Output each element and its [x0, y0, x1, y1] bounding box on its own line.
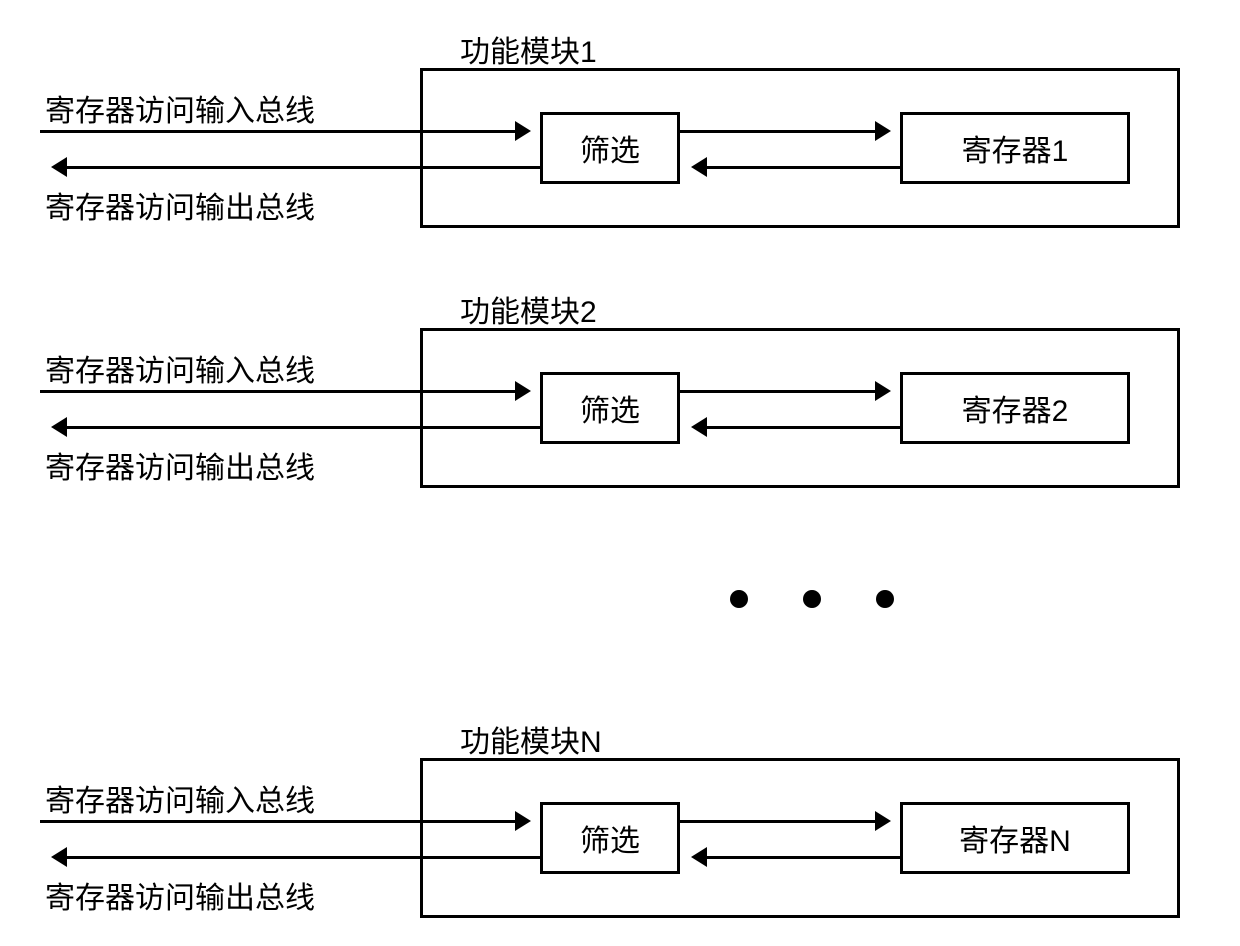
- module-title-1: 功能模块2: [460, 287, 597, 331]
- from-reg-line-0: [694, 166, 900, 169]
- register-box-2: 寄存器N: [900, 802, 1130, 874]
- bus-out-line-1: [54, 426, 540, 429]
- dot-1: [803, 590, 821, 608]
- bus-out-label-2: 寄存器访问输出总线: [45, 873, 315, 917]
- dot-0: [730, 590, 748, 608]
- bus-in-line-1: [40, 390, 528, 393]
- bus-out-label-0: 寄存器访问输出总线: [45, 183, 315, 227]
- bus-out-line-2: [54, 856, 540, 859]
- from-reg-line-2: [694, 856, 900, 859]
- bus-in-line-0: [40, 130, 528, 133]
- register-box-1: 寄存器2: [900, 372, 1130, 444]
- filter-box-2: 筛选: [540, 802, 680, 874]
- from-reg-line-1: [694, 426, 900, 429]
- bus-in-label-1: 寄存器访问输入总线: [45, 346, 315, 390]
- ellipsis-dots: [730, 590, 894, 608]
- to-reg-line-0: [680, 130, 888, 133]
- register-box-0: 寄存器1: [900, 112, 1130, 184]
- to-reg-line-2: [680, 820, 888, 823]
- filter-box-1: 筛选: [540, 372, 680, 444]
- dot-2: [876, 590, 894, 608]
- module-title-0: 功能模块1: [460, 27, 597, 71]
- bus-in-label-0: 寄存器访问输入总线: [45, 86, 315, 130]
- bus-in-label-2: 寄存器访问输入总线: [45, 776, 315, 820]
- filter-box-0: 筛选: [540, 112, 680, 184]
- bus-out-line-0: [54, 166, 540, 169]
- bus-out-label-1: 寄存器访问输出总线: [45, 443, 315, 487]
- module-title-2: 功能模块N: [460, 717, 602, 761]
- to-reg-line-1: [680, 390, 888, 393]
- bus-in-line-2: [40, 820, 528, 823]
